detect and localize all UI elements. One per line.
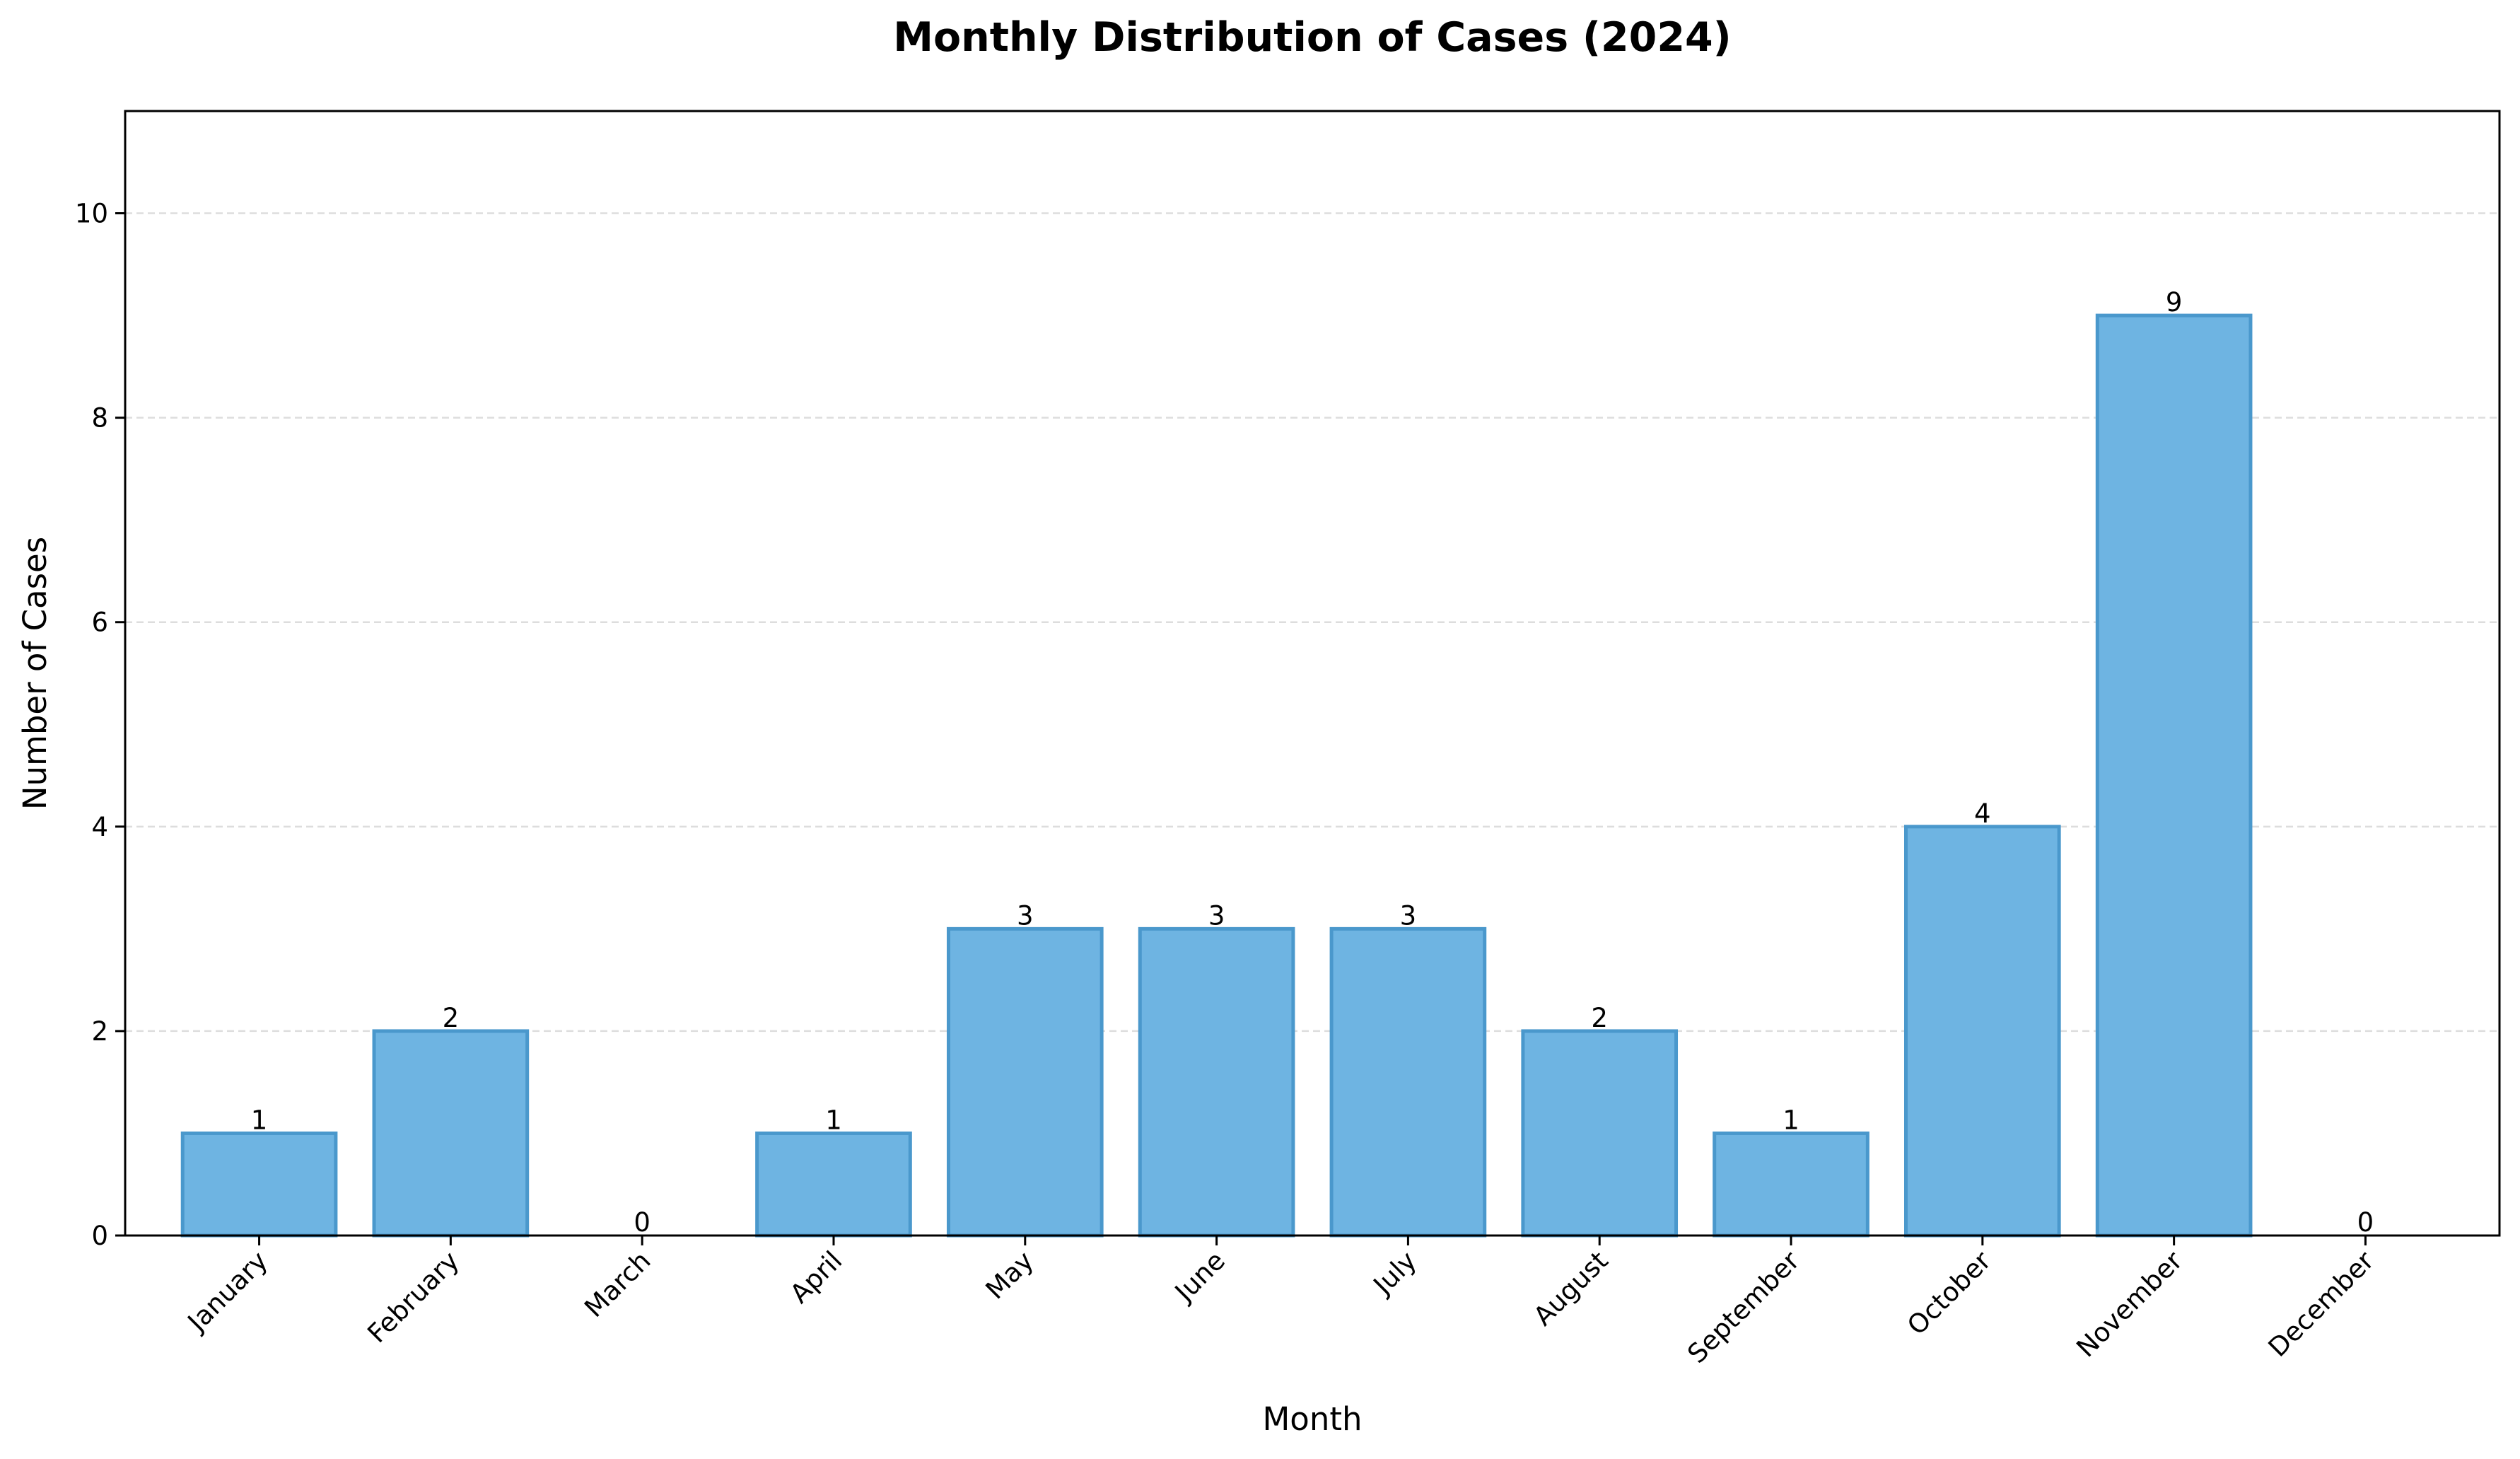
data-labels: 1 2 0 1 3 3 3 2 1 4 9 0 xyxy=(251,287,2374,1238)
x-tick-label-february: February xyxy=(361,1245,465,1349)
data-label-november: 9 xyxy=(2166,287,2183,318)
bar-january xyxy=(180,1131,338,1238)
data-label-may: 3 xyxy=(1017,900,1034,931)
x-tick-label-october: October xyxy=(1901,1245,1997,1341)
bar-july xyxy=(1329,926,1487,1238)
data-label-april: 1 xyxy=(825,1105,842,1135)
x-tick-label-january: January xyxy=(181,1245,274,1338)
bar-april xyxy=(755,1131,912,1238)
y-tick-label: 0 xyxy=(91,1221,108,1251)
x-axis-ticks: January February March April May June July Augu… xyxy=(181,1236,2380,1369)
data-label-august: 2 xyxy=(1591,1003,1608,1033)
data-label-july: 3 xyxy=(1400,900,1417,931)
bar-october xyxy=(1904,825,2061,1238)
bar-february xyxy=(372,1029,530,1238)
bars xyxy=(180,313,2253,1238)
x-tick-label-may: May xyxy=(980,1245,1039,1305)
x-tick-label-november: November xyxy=(2070,1245,2188,1363)
x-tick-label-june: June xyxy=(1168,1245,1231,1308)
y-axis-label: Number of Cases xyxy=(16,537,54,810)
bar-august xyxy=(1521,1029,1679,1238)
data-label-march: 0 xyxy=(634,1207,651,1238)
y-axis-ticks: 0 2 4 6 8 10 xyxy=(75,199,125,1251)
data-label-september: 1 xyxy=(1783,1105,1799,1135)
bar-may xyxy=(946,926,1104,1238)
data-label-october: 4 xyxy=(1974,798,1991,829)
bar-november xyxy=(2095,313,2253,1238)
x-axis-label: Month xyxy=(1262,1400,1362,1438)
x-tick-label-december: December xyxy=(2263,1245,2381,1363)
bar-september xyxy=(1713,1131,1869,1238)
data-label-january: 1 xyxy=(251,1105,268,1135)
y-tick-label: 10 xyxy=(75,199,108,229)
data-label-june: 3 xyxy=(1208,900,1225,931)
x-tick-label-march: March xyxy=(578,1245,656,1323)
y-tick-label: 2 xyxy=(91,1016,108,1047)
x-tick-label-september: September xyxy=(1681,1245,1806,1369)
y-tick-label: 6 xyxy=(91,608,108,638)
x-tick-label-august: August xyxy=(1528,1245,1614,1332)
chart-title: Monthly Distribution of Cases (2024) xyxy=(893,14,1731,61)
y-tick-label: 8 xyxy=(91,403,108,434)
plot-frame xyxy=(124,110,2501,1237)
data-label-february: 2 xyxy=(443,1003,460,1033)
data-label-december: 0 xyxy=(2357,1207,2374,1238)
y-tick-label: 4 xyxy=(91,812,108,842)
bar-june xyxy=(1138,926,1295,1238)
x-tick-label-april: April xyxy=(784,1245,848,1309)
x-tick-label-july: July xyxy=(1367,1245,1423,1301)
